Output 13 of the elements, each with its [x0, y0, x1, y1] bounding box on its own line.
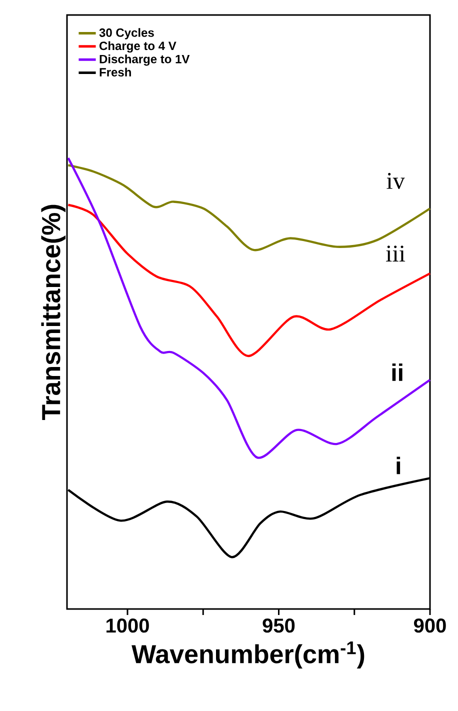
annotation: iii — [386, 246, 406, 262]
legend-label: Charge to 4 V — [100, 41, 176, 53]
y-axis-title: Transmittance(%) — [41, 204, 66, 420]
legend-label: 30 Cycles — [99, 28, 154, 40]
x-tick-label: 950 — [262, 618, 295, 633]
x-axis-title: Wavenumber(cm$^{-1}$) — [132, 642, 364, 668]
legend-label: Fresh — [100, 68, 131, 76]
x-tick-label: 1000 — [106, 618, 149, 633]
x-tick-label: 900 — [414, 618, 446, 633]
legend-label: Discharge to 1V — [100, 54, 190, 66]
annotation: iv — [386, 172, 405, 190]
annotation: ii — [392, 363, 402, 381]
annotation: i — [396, 456, 400, 474]
